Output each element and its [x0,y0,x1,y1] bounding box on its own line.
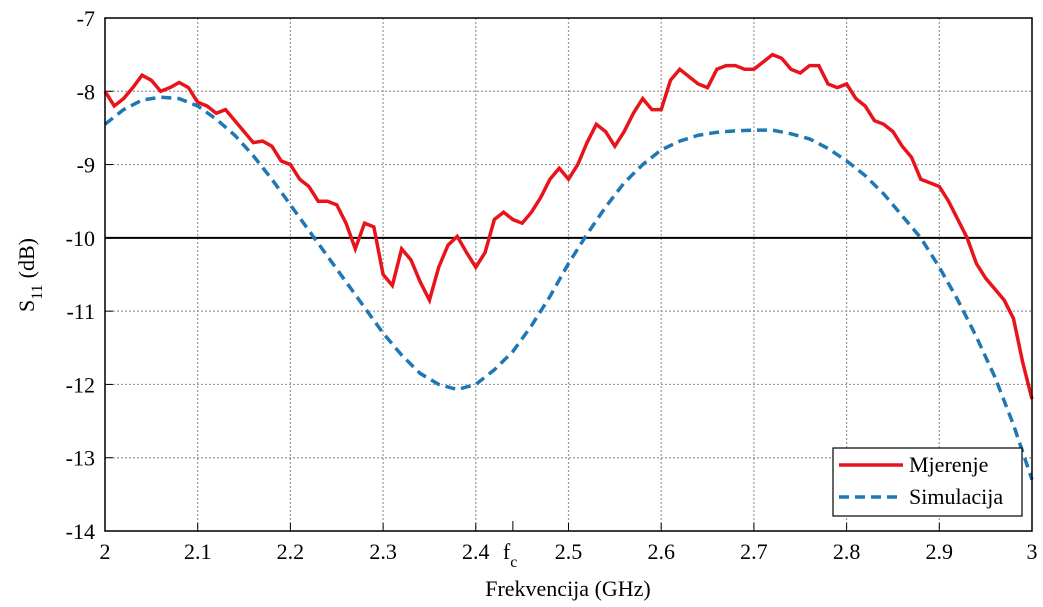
x-tick-label: 2.8 [833,539,861,564]
y-tick-label: -8 [77,79,95,104]
y-tick-label: -14 [66,519,95,544]
y-tick-label: -7 [77,6,95,31]
x-tick-label: 2.1 [184,539,212,564]
x-axis-label: Frekvencija (GHz) [485,576,651,601]
y-axis-label: S11 (dB) [14,238,46,312]
annotation-sub: c [510,554,517,571]
y-tick-label: -9 [77,153,95,178]
x-tick-label: 2.3 [369,539,397,564]
x-tick-label: 2.7 [740,539,768,564]
legend-box [832,447,1023,517]
y-tick-label: -10 [66,226,95,251]
annotation-main: f [503,539,511,564]
x-tick-label: 2.2 [277,539,305,564]
annotation-label: fc [503,539,517,571]
x-tick-label: 3 [1027,539,1038,564]
plot-border [104,17,1033,532]
y-tick-label: -13 [66,446,95,471]
y-label-sub: 11 [29,284,46,299]
y-tick-label: -11 [66,299,95,324]
x-tick-label: 2.9 [926,539,954,564]
series-line [103,52,1034,400]
x-tick-label: 2.5 [555,539,583,564]
legend-label: Simulacija [909,484,1003,509]
x-tick-label: 2.6 [647,539,675,564]
legend-label: Mjerenje [909,452,988,477]
y-label-main: S [14,300,39,312]
series-line [103,95,1034,481]
x-tick-label: 2 [100,539,111,564]
y-tick-label: -12 [66,372,95,397]
x-tick-label: 2.4 [462,539,490,564]
y-label-suffix: (dB) [14,238,39,278]
